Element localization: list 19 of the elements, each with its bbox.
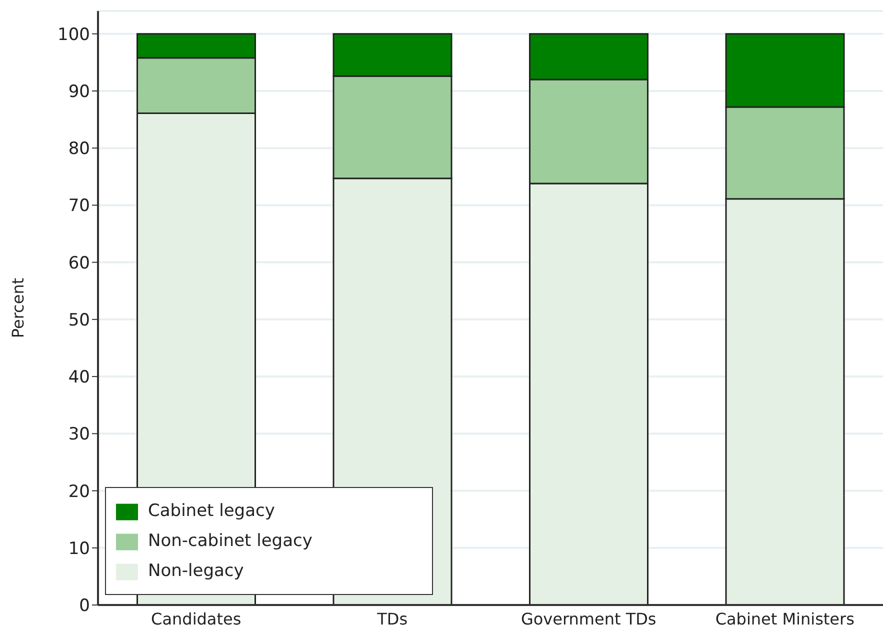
y-tick-label: 0 [79, 596, 90, 616]
y-tick-label: 90 [68, 82, 90, 102]
x-tick-label: Government TDs [520, 609, 656, 628]
x-tick-label: TDs [376, 609, 408, 628]
y-tick-label: 60 [68, 253, 90, 274]
x-tick-label: Cabinet Ministers [715, 609, 854, 628]
y-tick-label: 80 [68, 139, 90, 160]
y-axis-title: Percent [8, 278, 28, 338]
legend-label: Non-legacy [148, 561, 244, 581]
y-tick-label: 10 [68, 538, 90, 559]
y-tick-label: 30 [68, 424, 90, 445]
legend-label: Cabinet legacy [148, 501, 275, 521]
legend-label: Non-cabinet legacy [148, 531, 312, 551]
y-tick-label: 100 [58, 24, 90, 45]
y-tick-label: 20 [68, 482, 90, 502]
y-tick-label: 50 [68, 310, 90, 330]
x-tick-label: Candidates [151, 609, 242, 628]
y-tick-label: 70 [68, 196, 90, 216]
y-tick-label: 40 [68, 368, 90, 388]
